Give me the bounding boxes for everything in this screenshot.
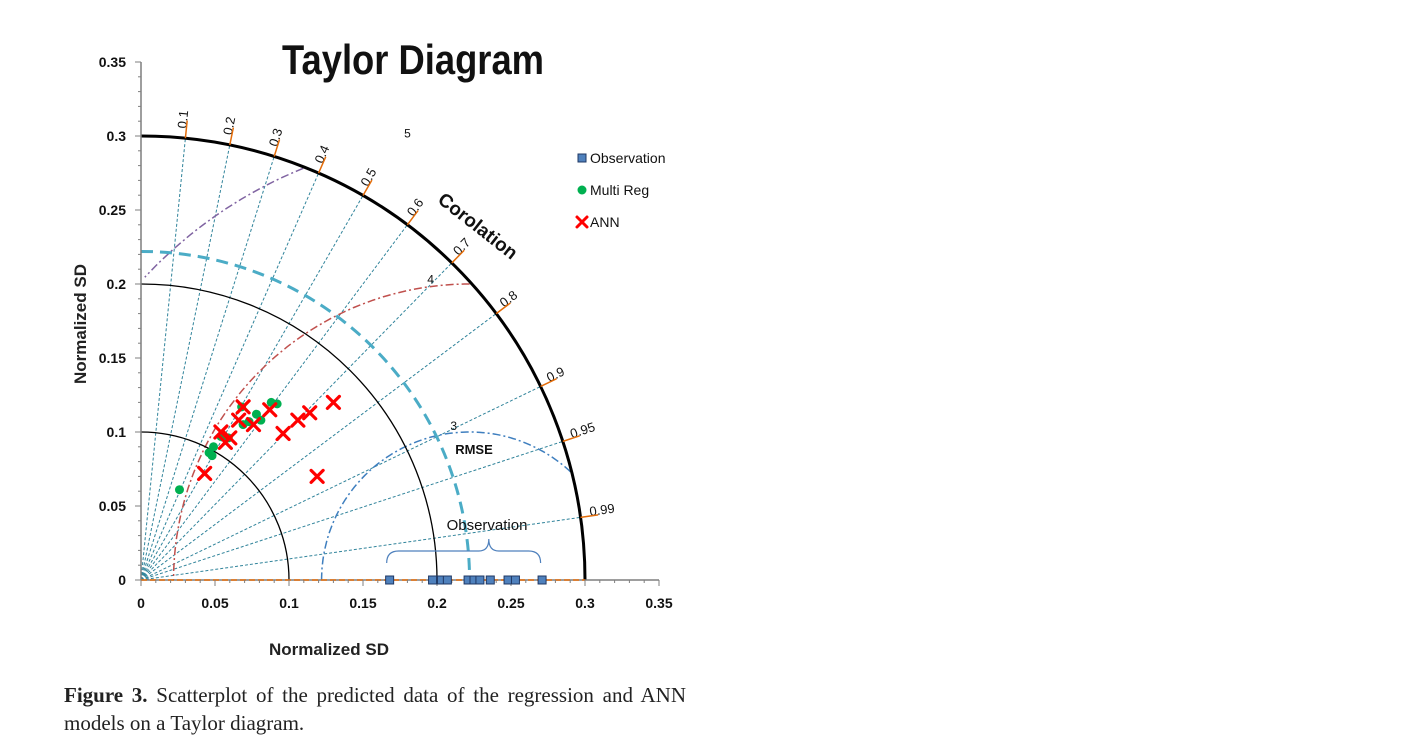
correlation-ray <box>140 195 364 581</box>
y-tick-label: 0.1 <box>107 424 127 440</box>
y-tick-label: 0.3 <box>107 128 127 144</box>
x-tick-label: 0.2 <box>427 595 447 611</box>
correlation-label: Corolation <box>433 189 521 264</box>
y-axis-label: Normalized SD <box>71 264 90 384</box>
correlation-tick-label: 0.99 <box>588 501 615 519</box>
y-tick-label: 0.2 <box>107 276 127 292</box>
correlation-tick <box>317 156 327 174</box>
correlation-tick <box>540 378 557 388</box>
correlation-ray <box>140 172 320 581</box>
rmse-label: RMSE <box>455 442 493 457</box>
correlation-tick <box>229 127 235 146</box>
rmse-arc <box>144 167 304 278</box>
correlation-tick <box>580 514 599 519</box>
correlation-tick <box>495 302 511 315</box>
correlation-ray <box>140 144 231 581</box>
correlation-tick-label: 0.2 <box>220 115 238 136</box>
observation-point <box>475 575 485 585</box>
y-tick-label: 0 <box>118 572 126 588</box>
correlation-tick <box>451 249 465 264</box>
ann-point <box>222 430 238 446</box>
observation-point <box>428 575 438 585</box>
points-layer <box>174 394 547 585</box>
x-tick-label: 0.15 <box>349 595 376 611</box>
x-tick-label: 0.05 <box>201 595 228 611</box>
ann-point <box>290 412 306 428</box>
legend: Observation Multi Reg ANN <box>575 150 665 230</box>
ann-point <box>309 468 325 484</box>
rmse-arc <box>172 283 470 580</box>
rmse-arc-label: 4 <box>427 273 434 287</box>
correlation-tick <box>562 435 580 443</box>
correlation-ray <box>140 138 186 581</box>
rmse-arc-label: 3 <box>450 419 457 433</box>
rmse-arc <box>320 431 572 580</box>
correlation-tick-label: 0.7 <box>450 235 473 258</box>
x-tick-label: 0 <box>137 595 145 611</box>
x-axis-label: Normalized SD <box>269 640 389 659</box>
ann-point <box>262 402 278 418</box>
x-tick-label: 0.1 <box>279 595 299 611</box>
ann-point <box>231 412 247 428</box>
correlation-ray <box>140 440 563 581</box>
legend-label: Multi Reg <box>590 182 649 198</box>
axes-layer: 0.1 0.20.30.40.50.60.70.80.90.950.990 0.05… <box>99 54 673 611</box>
correlation-tick-label: 0.1 <box>174 110 191 129</box>
y-tick-label: 0.35 <box>99 54 126 70</box>
y-tick-label: 0.15 <box>99 350 126 366</box>
ann-point <box>275 425 291 442</box>
x-tick-label: 0.25 <box>497 595 524 611</box>
caption-text: Scatterplot of the predicted data of the… <box>64 683 686 735</box>
caption-label: Figure 3. <box>64 683 148 707</box>
observation-point <box>537 575 547 585</box>
legend-marker-multi-reg <box>577 185 587 195</box>
ann-point <box>235 399 251 415</box>
legend-marker-ann <box>575 215 589 229</box>
multi-reg-point <box>174 485 184 495</box>
legend-marker-observation <box>577 153 587 163</box>
correlation-tick <box>273 139 281 157</box>
correlation-tick-label: 0.9 <box>544 364 567 385</box>
correlation-ray <box>140 313 497 581</box>
multi-reg-point <box>209 442 219 452</box>
observation-bracket-label: Observation <box>447 517 528 534</box>
grid-layer: 3 4 5 <box>140 126 587 581</box>
observation-point <box>510 575 520 585</box>
sd-arc <box>140 431 290 581</box>
correlation-ray <box>140 516 581 581</box>
ann-point <box>302 405 318 421</box>
chart-title: Taylor Diagram <box>282 36 544 83</box>
ann-point <box>213 424 229 440</box>
observation-point <box>485 575 495 585</box>
rmse-arc-label: 5 <box>404 126 411 140</box>
figure-caption: Figure 3. Scatterplot of the predicted d… <box>64 681 686 737</box>
legend-label: ANN <box>590 214 620 230</box>
legend-label: Observation <box>590 150 665 166</box>
sd-arc <box>140 283 438 581</box>
y-tick-label: 0.25 <box>99 202 126 218</box>
correlation-ray <box>140 386 541 581</box>
correlation-tick-label: 0.3 <box>266 126 286 148</box>
correlation-tick-label: 0.8 <box>497 287 520 310</box>
multi-reg-point <box>207 451 217 461</box>
correlation-tick <box>406 210 419 226</box>
reference-sd-arc <box>140 249 472 581</box>
x-tick-label: 0.35 <box>645 595 672 611</box>
observation-point <box>385 575 395 585</box>
x-tick-label: 0.3 <box>575 595 595 611</box>
correlation-ray <box>140 156 275 581</box>
correlation-tick-label: 0.4 <box>311 143 332 166</box>
ann-point <box>325 394 341 410</box>
sd-arc <box>140 134 587 581</box>
observation-point <box>442 575 452 585</box>
y-tick-label: 0.05 <box>99 498 126 514</box>
correlation-tick <box>184 120 188 139</box>
ann-point <box>245 417 262 433</box>
ann-point <box>197 465 213 482</box>
observation-point <box>503 575 513 585</box>
observation-bracket <box>386 538 542 564</box>
correlation-tick <box>362 179 373 196</box>
